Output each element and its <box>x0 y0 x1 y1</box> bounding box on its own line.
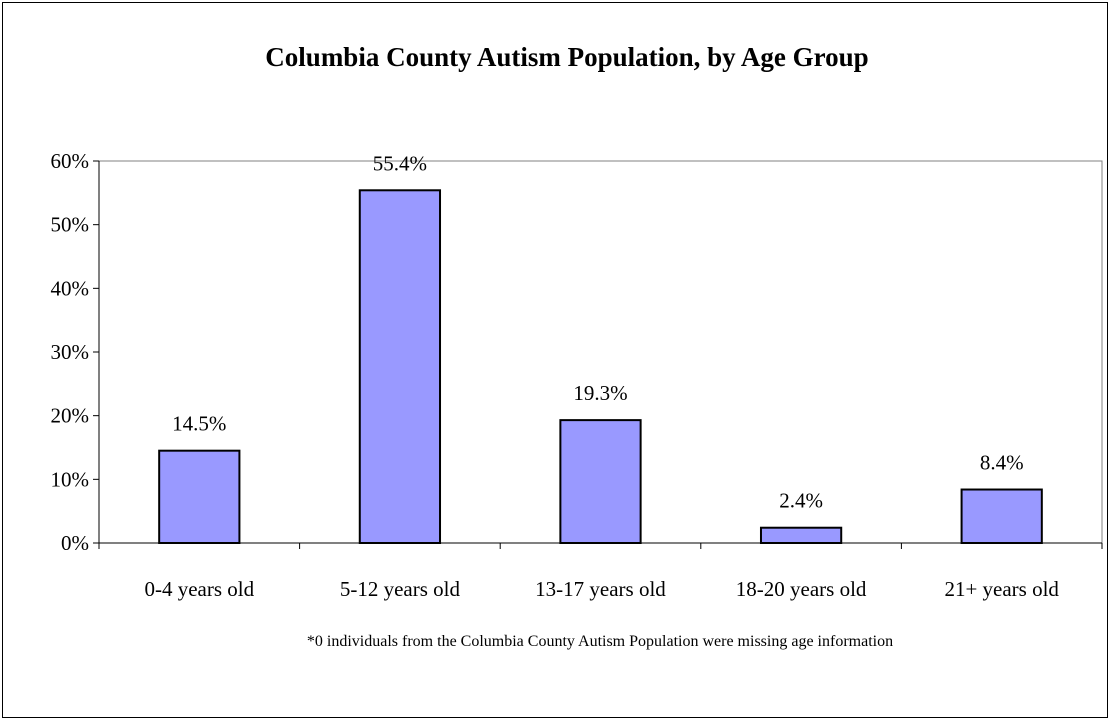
bar-4 <box>759 526 843 544</box>
y-tick-label: 10% <box>51 467 90 491</box>
data-label: 14.5% <box>172 412 226 436</box>
y-axis-tick-labels: 0% 10% 20% 30% 40% 50% 60% <box>51 149 90 555</box>
y-tick-label: 30% <box>51 340 90 364</box>
category-label: 0-4 years old <box>144 577 254 601</box>
y-tick-label: 20% <box>51 404 90 428</box>
data-labels: 14.5% 55.4% 19.3% 2.4% 8.4% <box>172 151 1023 512</box>
data-label: 19.3% <box>573 381 627 405</box>
category-label: 13-17 years old <box>535 577 666 601</box>
bars <box>158 189 1043 545</box>
x-axis-category-labels: 0-4 years old 5-12 years old 13-17 years o… <box>144 577 1059 601</box>
category-label: 18-20 years old <box>736 577 867 601</box>
y-tick-label: 0% <box>61 531 89 555</box>
footnote: *0 individuals from the Columbia County … <box>307 633 893 650</box>
data-label: 55.4% <box>373 151 427 175</box>
data-label: 8.4% <box>980 451 1024 475</box>
bar-5 <box>960 488 1043 544</box>
y-tick-label: 50% <box>51 213 90 237</box>
category-label: 21+ years old <box>944 577 1059 601</box>
category-label: 5-12 years old <box>340 577 461 601</box>
x-axis-tick-marks <box>98 543 1103 549</box>
bar-3 <box>559 419 642 544</box>
y-axis-tick-marks <box>93 160 99 544</box>
chart-title: Columbia County Autism Population, by Ag… <box>265 42 868 72</box>
bar-1 <box>158 449 241 544</box>
y-tick-label: 60% <box>51 149 90 173</box>
data-label: 2.4% <box>779 489 823 513</box>
bar-2 <box>358 189 442 545</box>
y-tick-label: 40% <box>51 276 90 300</box>
